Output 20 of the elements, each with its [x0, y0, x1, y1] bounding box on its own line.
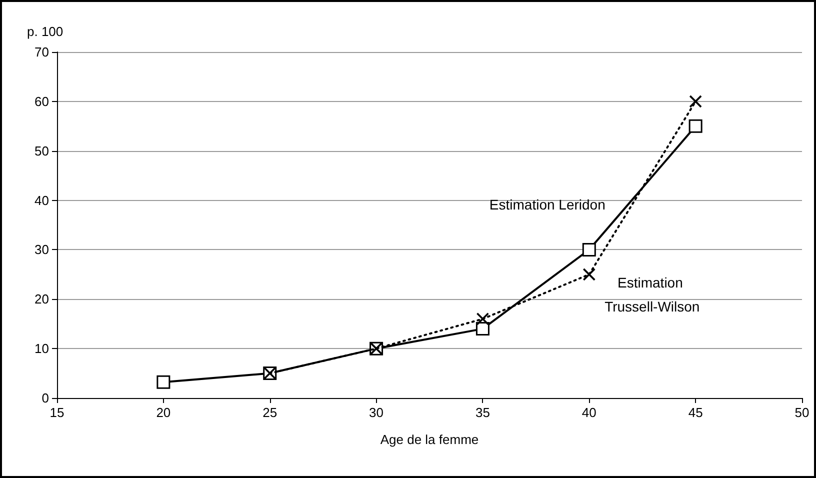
x-tick-label: 45 — [688, 405, 703, 420]
x-tick-label: 25 — [262, 405, 278, 420]
x-tick-label: 35 — [475, 405, 490, 420]
x-tick-label: 30 — [369, 405, 384, 420]
y-tick-label: 30 — [34, 242, 49, 258]
series-label: Estimation Trussell-Wilson — [604, 274, 700, 314]
y-tick-label: 10 — [34, 341, 49, 356]
x-tick-label: 40 — [582, 405, 596, 420]
y-tick-label: 50 — [34, 143, 49, 158]
series-label: Estimation Leridon — [489, 196, 606, 213]
y-tick-label: 60 — [34, 94, 49, 109]
x-tick-label: 20 — [156, 405, 171, 420]
y-tick-label: 40 — [34, 192, 49, 208]
y-tick-label: 0 — [42, 390, 49, 406]
x-tick-label: 50 — [794, 405, 810, 420]
x-tick-label: 15 — [50, 405, 64, 420]
x-axis-title: Age de la femme — [380, 432, 479, 447]
y-axis-title: p. 100 — [27, 24, 64, 39]
y-tick-label: 70 — [34, 44, 49, 60]
y-tick-label: 20 — [34, 292, 49, 307]
